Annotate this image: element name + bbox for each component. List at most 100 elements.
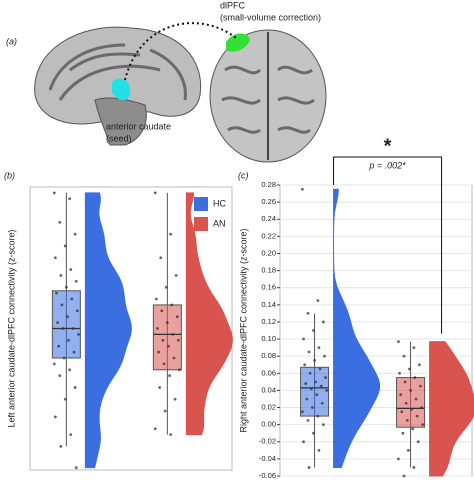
point bbox=[302, 337, 305, 341]
point bbox=[153, 191, 157, 195]
point bbox=[325, 389, 329, 392]
point bbox=[402, 474, 406, 478]
point bbox=[154, 297, 158, 301]
point bbox=[59, 445, 63, 448]
point bbox=[402, 354, 406, 358]
point bbox=[172, 356, 176, 360]
point bbox=[411, 427, 415, 431]
point bbox=[160, 309, 164, 313]
plot-area bbox=[29, 186, 233, 471]
point bbox=[306, 311, 310, 315]
point bbox=[158, 386, 162, 389]
point bbox=[77, 332, 80, 336]
y-tick-label: 0.04 bbox=[261, 385, 276, 394]
point bbox=[408, 367, 411, 371]
point bbox=[64, 285, 68, 289]
point bbox=[321, 320, 325, 324]
box bbox=[300, 366, 330, 417]
point bbox=[405, 418, 409, 422]
point bbox=[53, 415, 57, 419]
point bbox=[415, 414, 419, 418]
point bbox=[412, 466, 416, 469]
y-tick-label: 0.10 bbox=[261, 334, 276, 343]
point bbox=[73, 232, 77, 236]
point bbox=[317, 448, 321, 452]
point bbox=[307, 466, 311, 469]
y-tick-label: 0.08 bbox=[261, 351, 276, 360]
point bbox=[421, 423, 425, 427]
point bbox=[71, 327, 75, 330]
point bbox=[153, 427, 157, 431]
point bbox=[399, 393, 403, 397]
point bbox=[55, 291, 58, 295]
point bbox=[324, 376, 327, 379]
y-tick-label: 0.20 bbox=[261, 248, 276, 257]
y-axis-label: Left anterior caudate-dlPFC connectivity… bbox=[6, 229, 16, 427]
point bbox=[68, 197, 72, 201]
point bbox=[70, 297, 74, 301]
point bbox=[56, 321, 59, 325]
point bbox=[157, 350, 160, 354]
point bbox=[159, 256, 163, 260]
point bbox=[165, 321, 169, 325]
point bbox=[74, 466, 78, 470]
density bbox=[333, 188, 381, 468]
point bbox=[316, 299, 320, 302]
point bbox=[178, 368, 181, 372]
y-tick-label: 0.24 bbox=[261, 214, 276, 223]
panel-label: (c) bbox=[238, 170, 249, 180]
y-tick-label: -0.06 bbox=[259, 471, 276, 480]
point bbox=[398, 371, 401, 375]
point bbox=[73, 386, 77, 389]
region-note: (small-volume correction) bbox=[220, 12, 321, 22]
point bbox=[156, 327, 159, 330]
point bbox=[72, 350, 76, 354]
y-tick-label: 0.06 bbox=[261, 368, 276, 377]
point bbox=[307, 350, 311, 354]
legend-label: HC bbox=[213, 198, 226, 208]
point bbox=[58, 220, 62, 224]
point bbox=[412, 346, 416, 350]
point bbox=[304, 382, 308, 385]
point bbox=[417, 363, 421, 367]
y-tick-label: 0.00 bbox=[261, 420, 276, 429]
point bbox=[323, 354, 326, 358]
y-tick-label: 0.02 bbox=[261, 403, 276, 412]
point bbox=[301, 410, 304, 414]
region-label: dlPFC bbox=[220, 0, 246, 10]
seed-note: (seed) bbox=[106, 133, 132, 143]
legend-swatch bbox=[194, 217, 208, 231]
point bbox=[409, 389, 412, 392]
point bbox=[61, 327, 65, 330]
point bbox=[58, 374, 62, 378]
point bbox=[63, 397, 67, 401]
connection-arrow bbox=[124, 22, 237, 81]
point bbox=[171, 332, 175, 336]
point bbox=[312, 329, 315, 332]
y-tick-label: 0.28 bbox=[261, 180, 276, 189]
point bbox=[397, 340, 400, 344]
point bbox=[320, 401, 324, 405]
y-tick-label: -0.02 bbox=[259, 437, 276, 446]
point bbox=[63, 244, 67, 248]
point bbox=[53, 256, 57, 260]
point bbox=[176, 338, 180, 342]
point bbox=[420, 406, 423, 409]
point bbox=[169, 232, 173, 236]
brain-sagittal bbox=[34, 26, 202, 146]
p-value: p = .002* bbox=[368, 160, 406, 170]
point bbox=[317, 346, 321, 350]
point bbox=[60, 303, 64, 307]
y-tick-label: 0.26 bbox=[261, 197, 276, 206]
point bbox=[67, 338, 70, 342]
point bbox=[69, 268, 73, 271]
point bbox=[309, 387, 313, 391]
point bbox=[164, 285, 168, 289]
density bbox=[429, 341, 474, 477]
dlpfc-region bbox=[226, 33, 250, 52]
point bbox=[162, 362, 166, 366]
point bbox=[161, 338, 165, 342]
point bbox=[169, 433, 173, 437]
point bbox=[163, 409, 167, 413]
